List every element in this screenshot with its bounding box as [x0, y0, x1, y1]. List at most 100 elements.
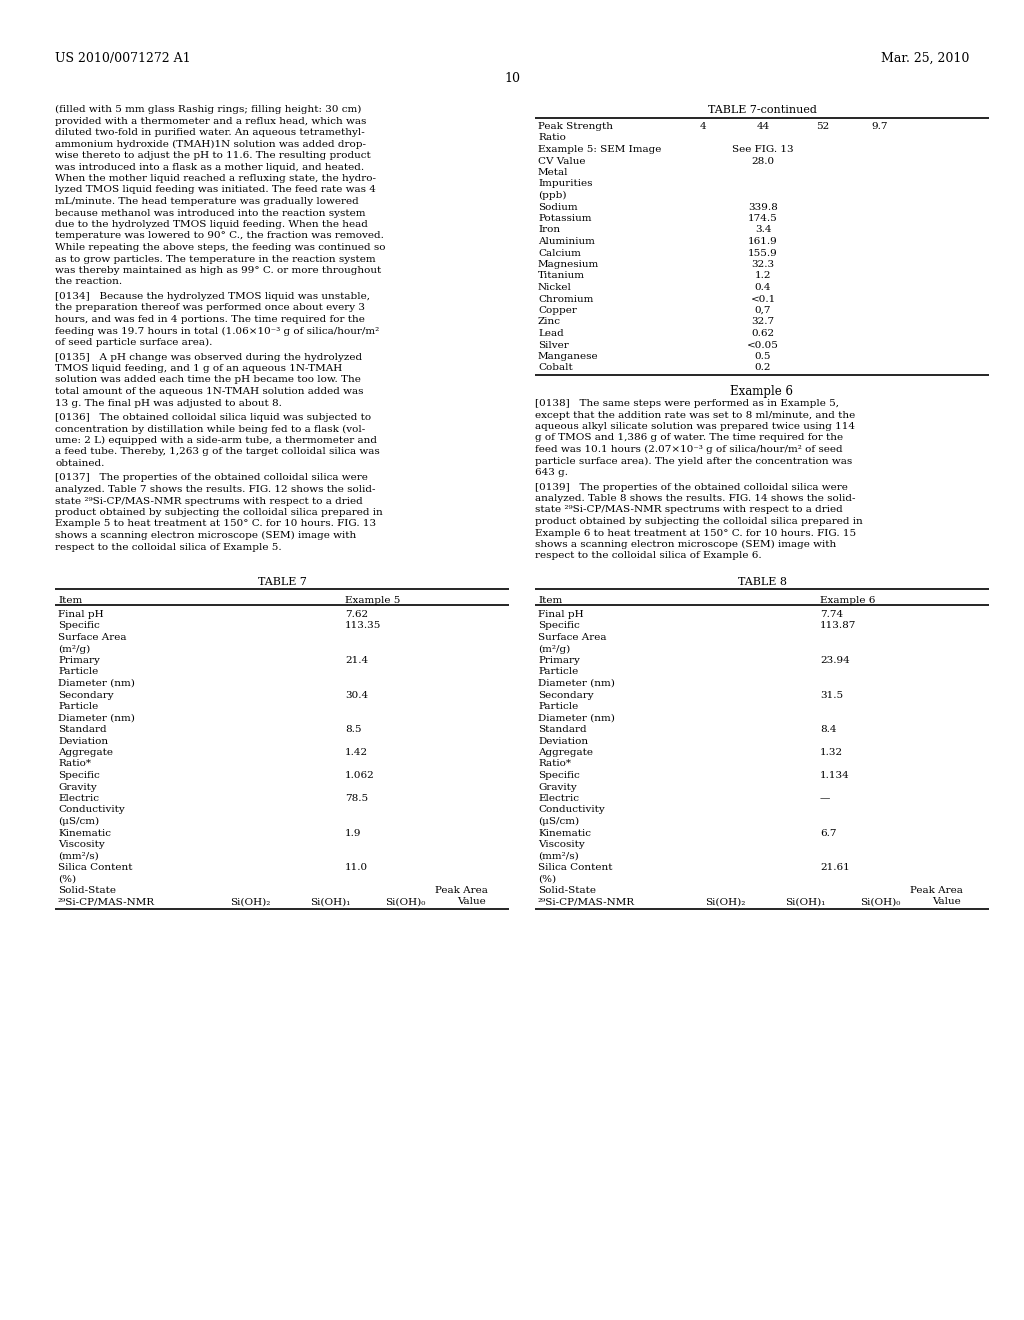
Text: particle surface area). The yield after the concentration was: particle surface area). The yield after …: [535, 457, 852, 466]
Text: respect to the colloidal silica of Example 6.: respect to the colloidal silica of Examp…: [535, 552, 762, 561]
Text: diluted two-fold in purified water. An aqueous tetramethyl-: diluted two-fold in purified water. An a…: [55, 128, 365, 137]
Text: Si(OH)₁: Si(OH)₁: [785, 898, 825, 907]
Text: 21.61: 21.61: [820, 863, 850, 873]
Text: Aggregate: Aggregate: [58, 748, 113, 756]
Text: state ²⁹Si-CP/MAS-NMR spectrums with respect to a dried: state ²⁹Si-CP/MAS-NMR spectrums with res…: [535, 506, 843, 515]
Text: 7.62: 7.62: [345, 610, 368, 619]
Text: state ²⁹Si-CP/MAS-NMR spectrums with respect to a dried: state ²⁹Si-CP/MAS-NMR spectrums with res…: [55, 496, 362, 506]
Text: While repeating the above steps, the feeding was continued so: While repeating the above steps, the fee…: [55, 243, 385, 252]
Text: Deviation: Deviation: [58, 737, 109, 746]
Text: as to grow particles. The temperature in the reaction system: as to grow particles. The temperature in…: [55, 255, 376, 264]
Text: the reaction.: the reaction.: [55, 277, 122, 286]
Text: Example 6: Example 6: [820, 597, 876, 605]
Text: [0139]   The properties of the obtained colloidal silica were: [0139] The properties of the obtained co…: [535, 483, 848, 491]
Text: 13 g. The final pH was adjusted to about 8.: 13 g. The final pH was adjusted to about…: [55, 399, 282, 408]
Text: Solid-State: Solid-State: [538, 886, 596, 895]
Text: Kinematic: Kinematic: [58, 829, 111, 837]
Text: 30.4: 30.4: [345, 690, 368, 700]
Text: Conductivity: Conductivity: [58, 805, 125, 814]
Text: Deviation: Deviation: [538, 737, 588, 746]
Text: <0.05: <0.05: [748, 341, 779, 350]
Text: Silver: Silver: [538, 341, 568, 350]
Text: Particle: Particle: [538, 668, 579, 676]
Text: 0,7: 0,7: [755, 306, 771, 315]
Text: Viscosity: Viscosity: [58, 840, 104, 849]
Text: 23.94: 23.94: [820, 656, 850, 665]
Text: of seed particle surface area).: of seed particle surface area).: [55, 338, 212, 347]
Text: Diameter (nm): Diameter (nm): [58, 714, 135, 722]
Text: Peak Strength: Peak Strength: [538, 121, 613, 131]
Text: Example 5: Example 5: [345, 597, 400, 605]
Text: Primary: Primary: [58, 656, 100, 665]
Text: Electric: Electric: [538, 795, 579, 803]
Text: Cobalt: Cobalt: [538, 363, 572, 372]
Text: Ratio*: Ratio*: [538, 759, 571, 768]
Text: Sodium: Sodium: [538, 202, 578, 211]
Text: Value: Value: [932, 898, 961, 907]
Text: 8.5: 8.5: [345, 725, 361, 734]
Text: 1.9: 1.9: [345, 829, 361, 837]
Text: [0135]   A pH change was observed during the hydrolyzed: [0135] A pH change was observed during t…: [55, 352, 362, 362]
Text: Si(OH)₀: Si(OH)₀: [860, 898, 900, 907]
Text: analyzed. Table 7 shows the results. FIG. 12 shows the solid-: analyzed. Table 7 shows the results. FIG…: [55, 484, 376, 494]
Text: Si(OH)₂: Si(OH)₂: [230, 898, 270, 907]
Text: [0134]   Because the hydrolyzed TMOS liquid was unstable,: [0134] Because the hydrolyzed TMOS liqui…: [55, 292, 370, 301]
Text: 0.5: 0.5: [755, 352, 771, 360]
Text: 31.5: 31.5: [820, 690, 843, 700]
Text: Iron: Iron: [538, 226, 560, 235]
Text: product obtained by subjecting the colloidal silica prepared in: product obtained by subjecting the collo…: [55, 508, 383, 517]
Text: Standard: Standard: [58, 725, 106, 734]
Text: shows a scanning electron microscope (SEM) image with: shows a scanning electron microscope (SE…: [55, 531, 356, 540]
Text: (mm²/s): (mm²/s): [538, 851, 579, 861]
Text: Value: Value: [457, 898, 485, 907]
Text: 8.4: 8.4: [820, 725, 837, 734]
Text: Potassium: Potassium: [538, 214, 592, 223]
Text: Manganese: Manganese: [538, 352, 599, 360]
Text: Nickel: Nickel: [538, 282, 571, 292]
Text: 155.9: 155.9: [749, 248, 778, 257]
Text: Particle: Particle: [58, 668, 98, 676]
Text: Gravity: Gravity: [58, 783, 96, 792]
Text: 174.5: 174.5: [749, 214, 778, 223]
Text: respect to the colloidal silica of Example 5.: respect to the colloidal silica of Examp…: [55, 543, 282, 552]
Text: hours, and was fed in 4 portions. The time required for the: hours, and was fed in 4 portions. The ti…: [55, 315, 365, 323]
Text: Zinc: Zinc: [538, 318, 561, 326]
Text: was introduced into a flask as a mother liquid, and heated.: was introduced into a flask as a mother …: [55, 162, 365, 172]
Text: Surface Area: Surface Area: [58, 634, 127, 642]
Text: Secondary: Secondary: [58, 690, 114, 700]
Text: <0.1: <0.1: [751, 294, 775, 304]
Text: Example 6: Example 6: [730, 385, 794, 399]
Text: 0.2: 0.2: [755, 363, 771, 372]
Text: 10: 10: [504, 73, 520, 84]
Text: 21.4: 21.4: [345, 656, 368, 665]
Text: 32.7: 32.7: [752, 318, 774, 326]
Text: except that the addition rate was set to 8 ml/minute, and the: except that the addition rate was set to…: [535, 411, 855, 420]
Text: US 2010/0071272 A1: US 2010/0071272 A1: [55, 51, 190, 65]
Text: Surface Area: Surface Area: [538, 634, 606, 642]
Text: [0137]   The properties of the obtained colloidal silica were: [0137] The properties of the obtained co…: [55, 474, 368, 483]
Text: Secondary: Secondary: [538, 690, 594, 700]
Text: aqueous alkyl silicate solution was prepared twice using 114: aqueous alkyl silicate solution was prep…: [535, 422, 855, 432]
Text: Silica Content: Silica Content: [538, 863, 612, 873]
Text: Ratio: Ratio: [538, 133, 566, 143]
Text: Titanium: Titanium: [538, 272, 585, 281]
Text: (filled with 5 mm glass Rashig rings; filling height: 30 cm): (filled with 5 mm glass Rashig rings; fi…: [55, 106, 361, 114]
Text: concentration by distillation while being fed to a flask (vol-: concentration by distillation while bein…: [55, 425, 366, 434]
Text: Calcium: Calcium: [538, 248, 581, 257]
Text: shows a scanning electron microscope (SEM) image with: shows a scanning electron microscope (SE…: [535, 540, 837, 549]
Text: feeding was 19.7 hours in total (1.06×10⁻³ g of silica/hour/m²: feeding was 19.7 hours in total (1.06×10…: [55, 326, 379, 335]
Text: 44: 44: [757, 121, 770, 131]
Text: 113.35: 113.35: [345, 622, 381, 631]
Text: (%): (%): [58, 874, 76, 883]
Text: due to the hydrolyzed TMOS liquid feeding. When the head: due to the hydrolyzed TMOS liquid feedin…: [55, 220, 368, 228]
Text: Example 5 to heat treatment at 150° C. for 10 hours. FIG. 13: Example 5 to heat treatment at 150° C. f…: [55, 520, 376, 528]
Text: Mar. 25, 2010: Mar. 25, 2010: [881, 51, 969, 65]
Text: ume: 2 L) equipped with a side-arm tube, a thermometer and: ume: 2 L) equipped with a side-arm tube,…: [55, 436, 377, 445]
Text: obtained.: obtained.: [55, 459, 104, 469]
Text: (μS/cm): (μS/cm): [538, 817, 580, 826]
Text: Si(OH)₂: Si(OH)₂: [705, 898, 745, 907]
Text: Final pH: Final pH: [58, 610, 103, 619]
Text: Aggregate: Aggregate: [538, 748, 593, 756]
Text: Specific: Specific: [538, 622, 580, 631]
Text: 0.62: 0.62: [752, 329, 774, 338]
